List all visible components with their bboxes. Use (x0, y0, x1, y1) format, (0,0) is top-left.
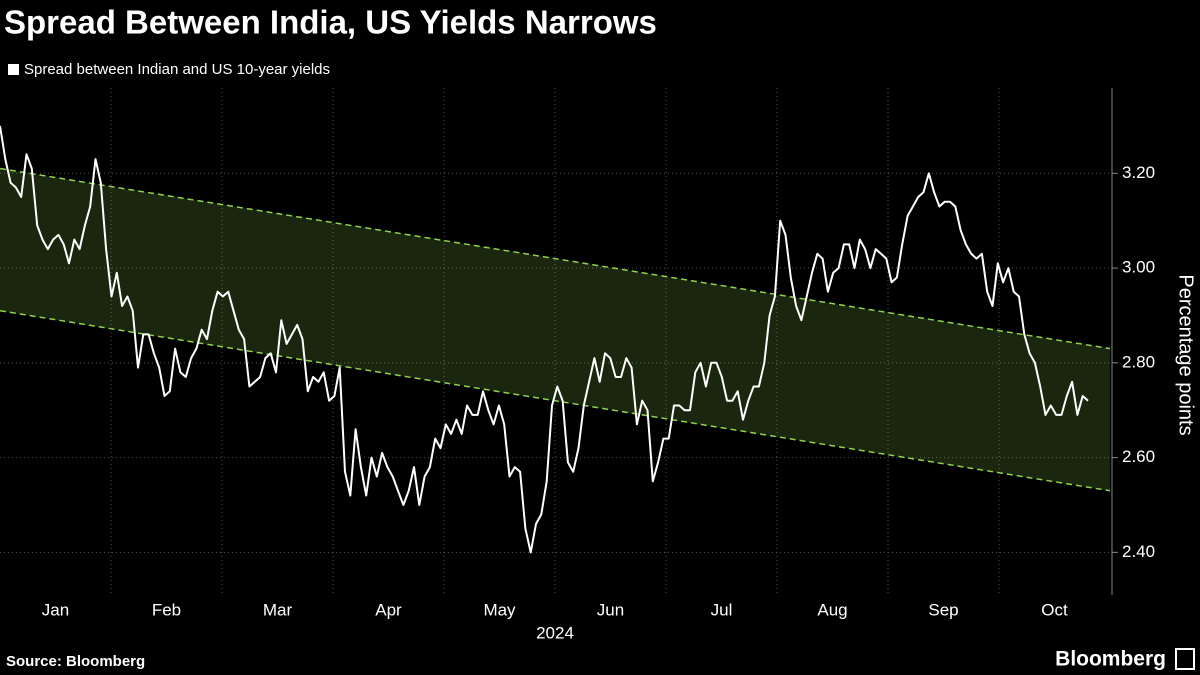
x-tick-label: Aug (817, 600, 847, 619)
y-axis-label: Percentage points (1175, 274, 1197, 435)
channel-line (0, 167, 1111, 350)
brand: Bloomberg (1055, 648, 1166, 671)
x-tick-label: Sep (928, 600, 958, 619)
legend-swatch (8, 64, 19, 75)
x-tick-label: Jul (711, 600, 733, 619)
x-tick-label: Oct (1041, 600, 1068, 619)
x-axis-label: 2024 (536, 623, 574, 642)
chart-title: Spread Between India, US Yields Narrows (4, 4, 657, 41)
channel-line (0, 309, 1111, 492)
y-tick-label: 2.80 (1122, 352, 1155, 371)
x-tick-label: Feb (152, 600, 181, 619)
x-tick-label: Jan (42, 600, 69, 619)
y-tick-label: 3.20 (1122, 163, 1155, 182)
source: Source: Bloomberg (6, 653, 145, 670)
line-series (0, 125, 1089, 554)
x-tick-label: Apr (375, 600, 402, 619)
brand-icon (1175, 648, 1195, 670)
legend-label: Spread between Indian and US 10-year yie… (24, 61, 330, 78)
x-tick-label: Mar (263, 600, 293, 619)
y-tick-label: 2.40 (1122, 542, 1155, 561)
channel-area (0, 168, 1110, 491)
x-tick-label: May (483, 600, 516, 619)
y-tick-label: 2.60 (1122, 447, 1155, 466)
y-tick-label: 3.00 (1122, 258, 1155, 277)
x-tick-label: Jun (597, 600, 624, 619)
